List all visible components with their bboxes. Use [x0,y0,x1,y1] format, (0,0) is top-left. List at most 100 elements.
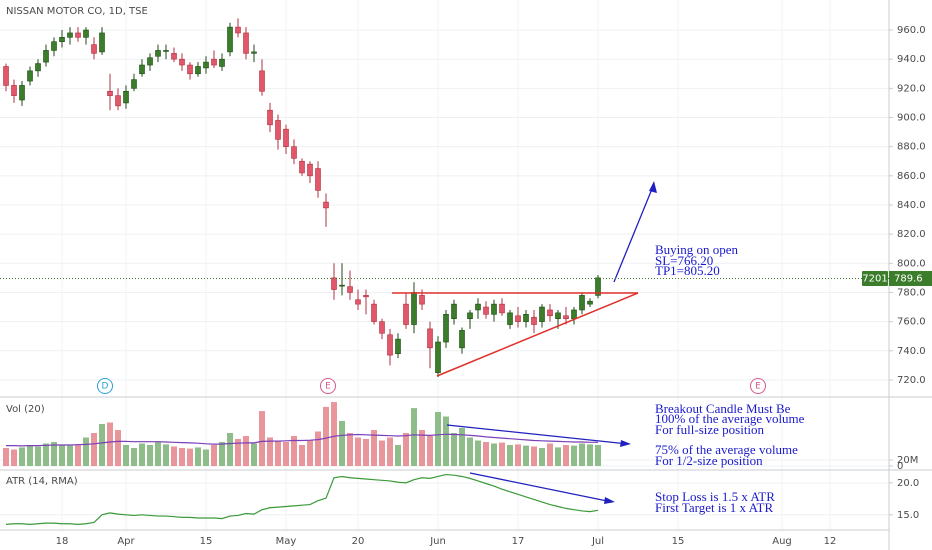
candle-body [435,341,441,373]
candle-body [403,303,409,325]
volume-bar [299,445,305,466]
candle-body [171,53,177,60]
volume-bar [219,442,225,466]
volume-bar [491,443,497,466]
volume-bar [163,444,169,466]
candle-body [515,315,521,322]
volume-bar [227,433,233,466]
candle-body [83,29,89,38]
y-tick-label: 860.0 [897,171,926,182]
candle-body [211,58,217,66]
volume-bar [115,430,121,466]
candle-body [187,64,193,75]
event-marker[interactable]: E [750,378,766,394]
event-marker[interactable]: D [97,378,113,394]
annotation: Buying on open [655,242,739,257]
candle-body [491,303,497,315]
candle-body [131,79,137,89]
candle-body [275,120,281,140]
candle-body [59,37,65,42]
volume-bar [35,446,41,466]
volume-bar [347,433,353,466]
volume-bar [555,447,561,466]
y-tick-label: 880.0 [897,142,926,153]
volume-bar [499,442,505,466]
x-tick-label: 18 [56,536,69,547]
candle-body [227,26,233,53]
candle-body [499,303,505,314]
y-tick-label: 740.0 [897,346,926,357]
candle-body [315,168,321,191]
candle-body [51,41,57,51]
price-badge [889,270,932,286]
candle-body [219,58,225,67]
volume-bar [363,439,369,466]
atr-trend-arrow [469,472,613,503]
volume-bar [515,444,521,466]
candle-body [139,64,145,75]
y-tick-label: 720.0 [897,375,926,386]
candle-body [107,90,113,96]
volume-bar [107,422,113,466]
volume-bar [27,445,33,466]
candle-body [267,109,273,126]
volume-bar [99,424,105,466]
x-tick-label: 20 [352,536,365,547]
candle-body [579,295,585,311]
candle-body [67,32,73,38]
volume-bar [563,445,569,466]
candle-body [571,309,577,320]
candle-body [363,295,369,298]
candle-body [467,312,473,320]
volume-bar [187,448,193,466]
candle-body [3,66,9,86]
candle-body [307,163,313,177]
volume-bar [211,445,217,466]
candle-body [155,50,161,57]
candle-body [147,57,153,66]
symbol-label: 7201 [862,273,887,284]
candle-body [123,90,129,104]
volume-bar [235,439,241,466]
event-text: D [102,382,109,392]
volume-bar [387,437,393,466]
y-tick-label: 920.0 [897,83,926,94]
candle-body [163,50,169,52]
volume-bar [51,442,57,466]
candle-body [331,277,337,290]
event-text: E [755,382,761,392]
volume-bar [259,411,265,466]
x-tick-label: 12 [824,536,837,547]
volume-bar [83,437,89,466]
x-tick-label: Jun [429,536,446,547]
candle-body [451,303,457,320]
annotation: First Target is 1 x ATR [655,500,773,515]
event-marker[interactable]: E [320,378,336,394]
volume-bar [11,449,17,466]
volume-bar [131,448,137,466]
candle-body [339,284,345,287]
volume-bar [179,448,185,466]
candle-body [547,309,553,317]
x-tick-label: Jul [591,536,604,547]
volume-label: Vol (20) [6,404,45,415]
candle-body [355,299,361,305]
volume-bar [195,447,201,466]
candle-body [555,312,561,320]
candle-body [387,334,393,356]
y-tick-label: 20M [897,455,918,466]
candle-body [291,146,297,159]
volume-bar [419,430,425,466]
volume-bar [539,448,545,466]
price-label: 789.6 [894,273,923,284]
x-tick-label: 17 [512,536,525,547]
candle-body [507,312,513,325]
y-tick-label: 800.0 [897,258,926,269]
y-tick-label: 840.0 [897,200,926,211]
volume-bar [523,445,529,466]
volume-bar [291,436,297,466]
annotation: Stop Loss is 1.5 x ATR [655,489,775,504]
candle-body [483,306,489,315]
volume-bar [427,436,433,466]
arrow-head [604,497,615,504]
